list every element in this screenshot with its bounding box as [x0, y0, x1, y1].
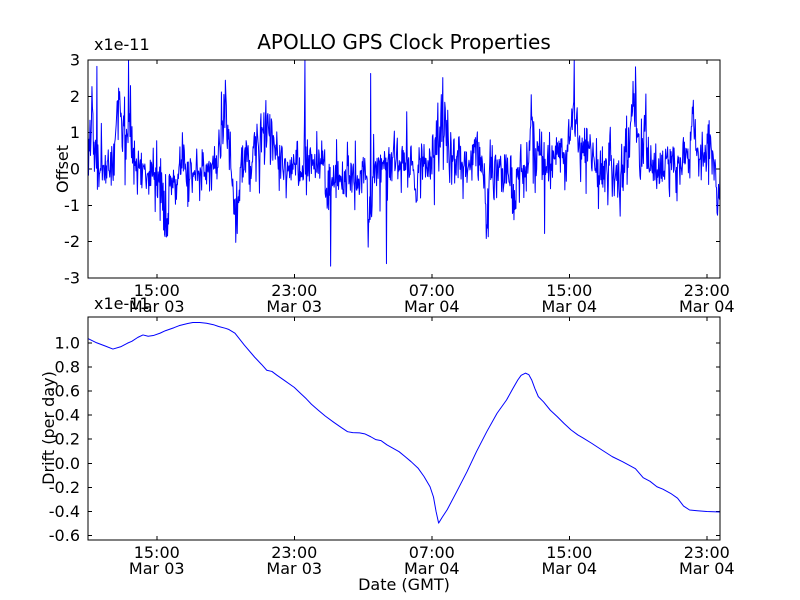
- x-tick-label-time: 15:00: [134, 543, 180, 562]
- y-tick-label: 0.8: [55, 357, 80, 376]
- y-tick-label: -0.2: [49, 478, 80, 497]
- x-tick-label-time: 23:00: [684, 281, 730, 300]
- y-tick-label: -0.6: [49, 526, 80, 545]
- x-tick-label-date: Mar 03: [266, 559, 322, 578]
- x-tick-label-time: 23:00: [684, 543, 730, 562]
- x-tick-label-date: Mar 04: [679, 297, 735, 316]
- y-tick-label: 1.0: [55, 333, 80, 352]
- series-line-offset: [87, 59, 721, 267]
- y-tick-label: 3: [70, 51, 80, 70]
- y-tick-label: 0: [70, 160, 80, 179]
- x-tick-label-time: 23:00: [271, 281, 317, 300]
- x-axis-label: Date (GMT): [358, 575, 450, 594]
- x-tick-label-date: Mar 04: [541, 297, 597, 316]
- x-tick-label-time: 23:00: [271, 543, 317, 562]
- y-tick-label: -2: [64, 232, 80, 251]
- offset-multiplier-top: x1e-11: [94, 35, 150, 54]
- axes-frame: [87, 316, 721, 541]
- y-tick-label: -1: [64, 196, 80, 215]
- y-axis-label-drift: Drift (per day): [39, 371, 58, 485]
- x-tick-label-time: 15:00: [546, 543, 592, 562]
- x-tick-label-date: Mar 04: [541, 559, 597, 578]
- chart-title: APOLLO GPS Clock Properties: [257, 30, 551, 54]
- x-tick-label-date: Mar 03: [129, 297, 185, 316]
- x-tick-label-date: Mar 04: [404, 297, 460, 316]
- y-tick-label: 0.2: [55, 430, 80, 449]
- y-tick-label: 2: [70, 87, 80, 106]
- x-tick-label-time: 15:00: [134, 281, 180, 300]
- offset-multiplier-bottom: x1e-11: [94, 294, 150, 313]
- x-tick-label-date: Mar 04: [404, 559, 460, 578]
- y-tick-label: 0.4: [55, 406, 80, 425]
- x-tick-label-time: 15:00: [546, 281, 592, 300]
- series-line-drift: [87, 322, 721, 524]
- x-tick-label-date: Mar 04: [679, 559, 735, 578]
- y-tick-label: -0.4: [49, 502, 80, 521]
- x-tick-label-time: 07:00: [409, 543, 455, 562]
- x-tick-label-date: Mar 03: [266, 297, 322, 316]
- y-tick-label: 0.6: [55, 381, 80, 400]
- y-tick-label: 0.0: [55, 454, 80, 473]
- x-tick-label-date: Mar 03: [129, 559, 185, 578]
- y-axis-label-offset: Offset: [53, 144, 72, 194]
- x-tick-label-time: 07:00: [409, 281, 455, 300]
- y-tick-label: -3: [64, 269, 80, 288]
- axes-frame: [87, 59, 721, 279]
- y-tick-label: 1: [70, 123, 80, 142]
